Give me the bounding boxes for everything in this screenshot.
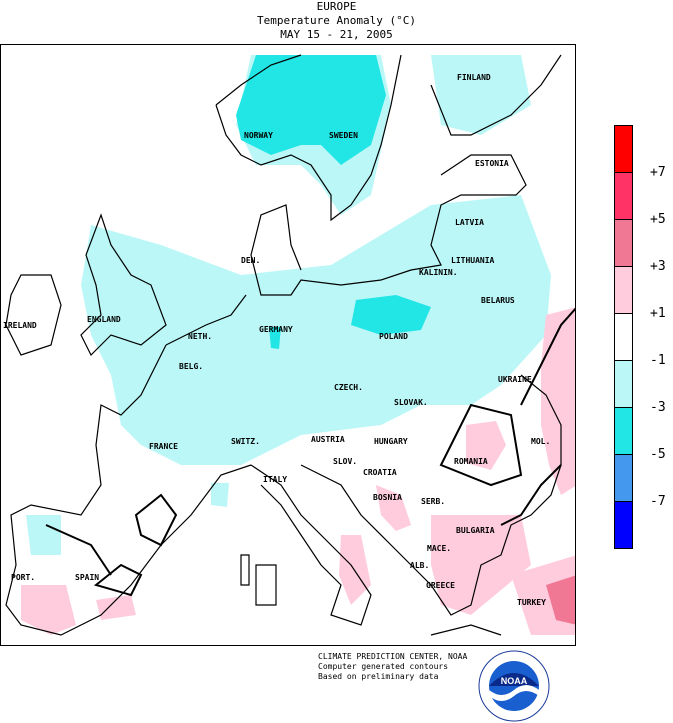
legend-tick-label: +3 <box>650 259 666 274</box>
noaa-logo-text: NOAA <box>501 676 528 686</box>
label-latvia: LATVIA <box>455 218 484 227</box>
date-range: MAY 15 - 21, 2005 <box>280 28 393 41</box>
cool-region-italy <box>211 483 229 507</box>
label-slovakia: SLOVAK. <box>394 398 428 407</box>
legend-swatch <box>614 125 633 173</box>
label-bulgaria: BULGARIA <box>456 526 495 535</box>
label-turkey: TURKEY <box>517 598 546 607</box>
warm-region-spain-se <box>96 595 136 620</box>
label-germany: GERMANY <box>259 325 293 334</box>
cool-region-central <box>81 195 551 465</box>
label-belgium: BELG. <box>179 362 204 371</box>
label-greece: GREECE <box>426 581 455 590</box>
label-czech: CZECH. <box>334 383 363 392</box>
warm-region-balkans <box>376 485 411 531</box>
label-romania: ROMANIA <box>454 457 488 466</box>
warm-region-east <box>541 307 575 495</box>
map-shading <box>5 54 575 636</box>
legend-tick-label: -5 <box>650 447 666 462</box>
label-austria: AUSTRIA <box>311 435 345 444</box>
label-lithuania: LITHUANIA <box>451 256 495 265</box>
map-title: Temperature Anomaly (°C) <box>257 14 416 27</box>
label-hungary: HUNGARY <box>374 437 408 446</box>
label-norway: NORWAY <box>244 131 273 140</box>
label-portugal: PORT. <box>11 573 36 582</box>
contour-lines <box>45 307 575 597</box>
label-switzerland: SWITZ. <box>231 437 260 446</box>
legend-tick-label: -3 <box>650 400 666 415</box>
noaa-logo-icon: NOAA <box>478 650 550 722</box>
warm-region-iberia <box>21 585 76 635</box>
label-bosnia: BOSNIA <box>373 493 402 502</box>
cool-region-finland <box>431 55 531 135</box>
label-ukraine: UKRAINE <box>498 375 532 384</box>
credit-line-2: Computer generated contours <box>318 662 449 671</box>
cool-region-iberia <box>26 515 61 555</box>
label-italy: ITALY <box>263 475 288 484</box>
region-title: EUROPE <box>316 0 357 13</box>
coastlines <box>5 54 562 636</box>
legend-swatch <box>614 313 633 361</box>
label-finland: FINLAND <box>457 73 491 82</box>
label-serbia: SERB. <box>421 497 446 506</box>
label-macedonia: MACE. <box>427 544 452 553</box>
credit-line-1: CLIMATE PREDICTION CENTER, NOAA <box>318 652 468 661</box>
label-slovenia: SLOV. <box>333 457 358 466</box>
legend-swatch <box>614 172 633 220</box>
label-sweden: SWEDEN <box>329 131 358 140</box>
label-ireland: IRELAND <box>3 321 37 330</box>
legend-swatch <box>614 501 633 549</box>
label-france: FRANCE <box>149 442 178 451</box>
legend-tick-label: -1 <box>650 353 666 368</box>
legend-tick-label: -7 <box>650 494 666 509</box>
label-estonia: ESTONIA <box>475 159 509 168</box>
cold-region-poland <box>351 295 431 335</box>
label-denmark: DEN. <box>241 256 261 265</box>
label-spain: SPAIN <box>75 573 100 582</box>
label-moldova: MOL. <box>531 437 551 446</box>
legend-tick-label: +7 <box>650 165 666 180</box>
label-poland: POLAND <box>379 332 408 341</box>
label-netherlands: NETH. <box>188 332 213 341</box>
legend-tick-label: +1 <box>650 306 666 321</box>
label-albania: ALB. <box>410 561 430 570</box>
credit-line-3: Based on preliminary data <box>318 672 439 681</box>
cold-region-germany <box>269 327 281 349</box>
legend-swatch <box>614 219 633 267</box>
label-kaliningrad: KALININ. <box>419 268 458 277</box>
warmer-region-turkey <box>546 575 575 625</box>
warm-region-romania <box>466 421 506 470</box>
label-belarus: BELARUS <box>481 296 515 305</box>
legend-swatch <box>614 266 633 314</box>
anomaly-map: FINLAND NORWAY SWEDEN ESTONIA LATVIA LIT… <box>0 44 576 646</box>
label-croatia: CROATIA <box>363 468 397 477</box>
cold-region-scandinavia <box>236 55 386 165</box>
legend-swatch <box>614 360 633 408</box>
legend-tick-label: +5 <box>650 212 666 227</box>
color-legend <box>614 125 633 549</box>
label-england: ENGLAND <box>87 315 121 324</box>
legend-swatch <box>614 407 633 455</box>
legend-swatch <box>614 454 633 502</box>
